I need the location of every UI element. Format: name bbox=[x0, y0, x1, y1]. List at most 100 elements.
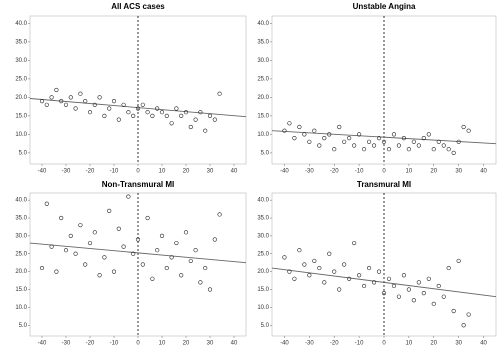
data-point bbox=[169, 121, 174, 126]
x-tick-label: -20 bbox=[86, 341, 95, 347]
data-point bbox=[446, 147, 451, 152]
y-tick-label: 15.0 bbox=[15, 287, 27, 293]
data-point bbox=[396, 294, 402, 299]
data-point bbox=[107, 106, 112, 111]
y-tick-label: 40.0 bbox=[15, 198, 27, 204]
y-tick-label: 30.0 bbox=[15, 233, 27, 239]
data-point bbox=[68, 95, 73, 100]
data-point bbox=[466, 128, 471, 133]
y-tick-label: 40.0 bbox=[15, 21, 27, 27]
data-point bbox=[287, 269, 292, 274]
data-point bbox=[116, 117, 121, 122]
data-point bbox=[174, 240, 179, 246]
data-point bbox=[121, 244, 126, 249]
y-tick-label: 10.0 bbox=[257, 305, 269, 311]
data-point bbox=[342, 262, 347, 267]
data-point bbox=[39, 98, 45, 104]
data-point bbox=[78, 91, 83, 96]
y-tick-label: 35.0 bbox=[15, 216, 27, 222]
data-point bbox=[164, 113, 169, 118]
data-point bbox=[352, 143, 357, 148]
data-point bbox=[92, 230, 97, 235]
x-tick-label: 10 bbox=[406, 341, 413, 347]
data-point bbox=[111, 269, 117, 274]
y-tick-label: 25.0 bbox=[257, 251, 269, 257]
data-point bbox=[59, 215, 64, 221]
data-point bbox=[332, 147, 337, 152]
data-point bbox=[126, 194, 131, 199]
data-point bbox=[140, 262, 145, 267]
y-tick-label: 40.0 bbox=[257, 21, 269, 27]
data-point bbox=[361, 283, 367, 289]
data-point bbox=[327, 132, 332, 137]
data-point bbox=[287, 121, 292, 126]
data-point bbox=[416, 143, 421, 148]
data-point bbox=[366, 265, 372, 271]
trend-line bbox=[271, 130, 497, 145]
y-tick-label: 40.0 bbox=[257, 198, 269, 204]
data-point bbox=[322, 136, 327, 141]
data-point bbox=[406, 147, 411, 152]
x-tick-label: 20 bbox=[183, 341, 190, 347]
y-tick-label: 20.0 bbox=[257, 269, 269, 275]
data-point bbox=[376, 269, 382, 274]
data-point bbox=[198, 110, 203, 115]
data-point bbox=[292, 276, 297, 281]
y-tick-label: 10.0 bbox=[15, 132, 27, 138]
data-point bbox=[352, 240, 357, 246]
y-tick-label: 30.0 bbox=[257, 58, 269, 64]
data-point bbox=[416, 280, 421, 285]
data-point bbox=[44, 201, 49, 206]
data-point bbox=[135, 237, 141, 242]
data-point bbox=[111, 98, 117, 104]
data-point bbox=[466, 312, 471, 317]
data-point bbox=[97, 273, 102, 278]
data-point bbox=[461, 323, 466, 328]
data-point bbox=[411, 139, 416, 144]
x-tick-label: 30 bbox=[455, 169, 462, 175]
y-tick-label: 30.0 bbox=[15, 58, 27, 64]
data-point bbox=[282, 128, 287, 133]
data-point bbox=[357, 273, 362, 278]
x-tick-label: -40 bbox=[38, 169, 47, 175]
x-tick-label: -10 bbox=[110, 169, 119, 175]
data-point bbox=[212, 237, 217, 242]
data-point bbox=[83, 262, 88, 267]
data-point bbox=[456, 258, 461, 264]
data-point bbox=[179, 113, 184, 118]
data-point bbox=[426, 132, 431, 137]
data-point bbox=[145, 110, 150, 115]
data-point bbox=[401, 136, 407, 141]
data-point bbox=[97, 95, 102, 100]
data-point bbox=[297, 248, 302, 253]
data-point bbox=[307, 273, 312, 278]
data-point bbox=[347, 276, 352, 281]
y-tick-label: 5.0 bbox=[261, 323, 270, 329]
data-point bbox=[92, 102, 97, 107]
data-point bbox=[49, 95, 54, 100]
data-point bbox=[78, 223, 83, 228]
data-point bbox=[207, 113, 213, 118]
y-tick-label: 10.0 bbox=[257, 132, 269, 138]
data-point bbox=[371, 280, 377, 285]
data-point bbox=[347, 136, 352, 141]
data-point bbox=[421, 136, 426, 141]
data-point bbox=[451, 308, 456, 314]
x-tick-label: -10 bbox=[355, 169, 364, 175]
data-point bbox=[357, 132, 362, 137]
data-point bbox=[73, 106, 78, 111]
x-tick-label: 30 bbox=[207, 169, 214, 175]
x-tick-label: 0 bbox=[382, 341, 386, 347]
data-point bbox=[183, 110, 189, 115]
data-point bbox=[174, 106, 179, 111]
data-point bbox=[87, 110, 93, 115]
data-point bbox=[73, 251, 78, 256]
x-tick-label: -30 bbox=[62, 169, 71, 175]
data-point bbox=[292, 136, 297, 141]
data-point bbox=[207, 287, 213, 292]
data-point bbox=[102, 255, 107, 260]
panel-title: Unstable Angina bbox=[353, 2, 416, 11]
data-point bbox=[391, 283, 397, 289]
data-point bbox=[131, 113, 136, 118]
